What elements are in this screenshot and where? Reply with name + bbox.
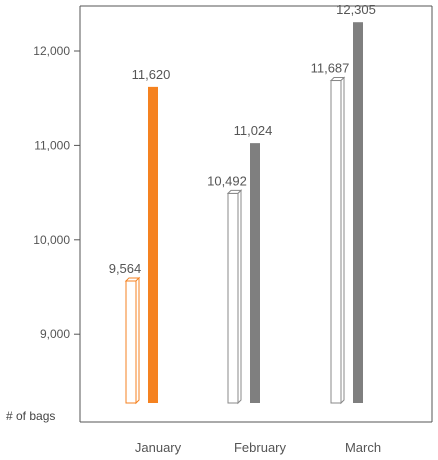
- bar-outline: [329, 76, 346, 405]
- data-label: 10,492: [207, 173, 247, 188]
- bar-outline-front: [125, 280, 137, 404]
- y-axis-label: # of bags: [6, 409, 55, 423]
- data-label: 12,305: [336, 2, 376, 17]
- y-axis-ticks: 9,000 10,000 11,000 12,000: [33, 44, 80, 341]
- data-label: 11,687: [311, 61, 350, 76]
- bars: [124, 22, 363, 405]
- data-label: 11,620: [132, 67, 171, 82]
- bar-solid: [353, 22, 363, 403]
- bar-solid: [148, 86, 158, 403]
- bar-outline: [226, 189, 243, 405]
- data-label: 9,564: [109, 261, 142, 276]
- bar-outline-front: [330, 80, 342, 404]
- x-tick-label: February: [234, 440, 287, 455]
- y-tick-label: 9,000: [40, 327, 70, 341]
- bar-outline-side: [237, 189, 242, 405]
- plot-frame: [79, 5, 433, 423]
- x-tick-label: March: [345, 440, 381, 455]
- x-tick-label: January: [135, 440, 182, 455]
- bar-solid: [250, 143, 260, 403]
- bar-outline-side: [135, 276, 140, 405]
- y-tick-label: 11,000: [34, 138, 70, 152]
- data-labels: 9,564 11,620 10,492 11,024 11,687 12,305: [109, 2, 376, 276]
- bar-outline: [124, 276, 141, 405]
- data-label: 11,024: [234, 123, 273, 138]
- y-tick-label: 12,000: [33, 44, 70, 58]
- y-tick-label: 10,000: [33, 233, 70, 247]
- bar-outline-front: [227, 192, 239, 404]
- x-axis-ticks: January February March: [135, 440, 381, 455]
- bar-outline-side: [340, 76, 345, 405]
